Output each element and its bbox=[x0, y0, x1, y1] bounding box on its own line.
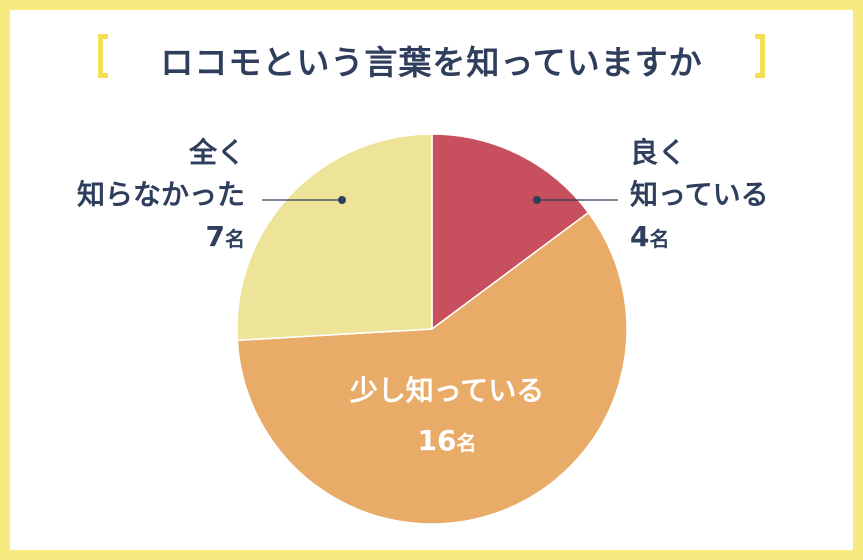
left-bracket-decoration bbox=[98, 34, 108, 78]
right-bracket-decoration bbox=[755, 34, 765, 78]
pie-slice-1 bbox=[236, 211, 628, 525]
slice-label-well-known-count: 4名 bbox=[630, 216, 769, 260]
slice-value-little-known: 16 bbox=[417, 424, 457, 457]
slice-value-not-known: 7 bbox=[205, 220, 225, 253]
leader-lines bbox=[262, 196, 618, 204]
chart-title: ロコモという言葉を知っていますか bbox=[160, 43, 703, 82]
slice-value-well-known: 4 bbox=[630, 220, 650, 253]
title-row: ロコモという言葉を知っていますか bbox=[0, 34, 863, 84]
unit-label: 名 bbox=[649, 227, 670, 251]
unit-label: 名 bbox=[225, 227, 245, 251]
not-known-leader-dot bbox=[338, 196, 346, 204]
pie-slices bbox=[236, 133, 628, 525]
slice-label-well-known-line2: 知っている bbox=[630, 178, 769, 211]
slice-label-little-known-count: 16名 bbox=[322, 416, 572, 468]
slice-label-well-known-line1: 良く bbox=[630, 136, 687, 169]
slice-label-little-known-line1: 少し知っている bbox=[349, 374, 545, 407]
slice-label-not-known-count: 7名 bbox=[40, 216, 245, 260]
slice-label-not-known-line2: 知らなかった bbox=[76, 178, 245, 211]
slice-label-well-known: 良く 知っている 4名 bbox=[630, 132, 769, 260]
pie-slice-0 bbox=[431, 133, 590, 331]
well-known-leader-dot bbox=[533, 196, 541, 204]
slice-label-not-known-line1: 全く bbox=[188, 136, 245, 169]
unit-label: 名 bbox=[456, 431, 477, 455]
slice-label-little-known: 少し知っている 16名 bbox=[322, 366, 572, 468]
slice-label-not-known: 全く 知らなかった 7名 bbox=[40, 132, 245, 260]
pie-slice-2 bbox=[236, 133, 433, 342]
